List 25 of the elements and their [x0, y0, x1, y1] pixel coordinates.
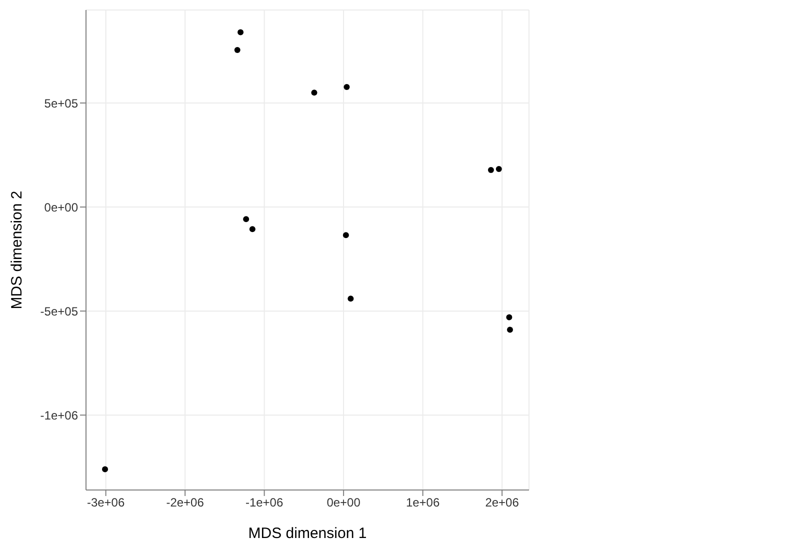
point: [342, 232, 349, 238]
x-tick-label: 2e+06: [485, 496, 520, 510]
point: [506, 326, 513, 333]
x-tick-label: 1e+06: [406, 496, 440, 510]
x-tick-label: -1e+06: [245, 496, 284, 510]
point: [243, 216, 250, 222]
point: [488, 167, 494, 173]
point: [496, 166, 502, 172]
point: [506, 314, 512, 320]
point: [311, 90, 318, 96]
x-tick-label: -2e+06: [166, 496, 204, 510]
x-tick-label: -3e+06: [86, 496, 125, 510]
point: [234, 46, 240, 53]
point: [238, 29, 244, 36]
point: [102, 466, 108, 472]
y-tick-label: 5e+05: [44, 96, 78, 110]
point: [249, 226, 256, 232]
y-tick-label: -5e+05: [40, 304, 78, 318]
x-axis-title: MDS dimension 1: [248, 525, 367, 540]
point: [348, 296, 354, 302]
y-tick-label: 0e+00: [44, 200, 78, 214]
y-axis-title: MDS dimension 2: [8, 190, 26, 310]
x-tick-label: 0e+00: [326, 496, 361, 510]
point: [344, 84, 350, 90]
y-tick-label: -1e+06: [40, 408, 78, 422]
